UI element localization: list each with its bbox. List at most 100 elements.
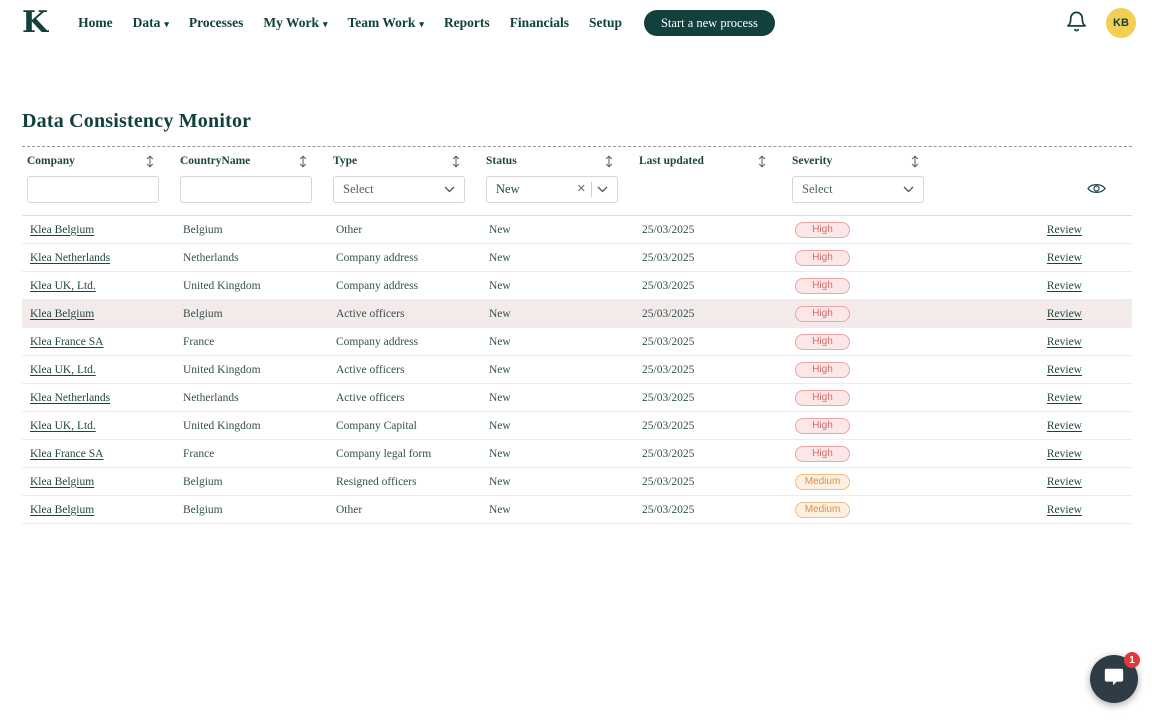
review-link[interactable]: Review (1047, 280, 1082, 292)
review-link[interactable]: Review (1047, 420, 1082, 432)
avatar[interactable]: KB (1106, 8, 1136, 38)
column-header-label: Type (333, 155, 357, 167)
company-link[interactable]: Klea UK, Ltd. (30, 280, 96, 292)
review-link[interactable]: Review (1047, 252, 1082, 264)
country-cell: Belgium (180, 504, 333, 516)
severity-badge: High (795, 390, 850, 406)
sort-icon[interactable] (758, 155, 766, 168)
severity-badge: High (795, 418, 850, 434)
company-link[interactable]: Klea France SA (30, 448, 103, 460)
sort-icon[interactable] (911, 155, 919, 168)
chat-launcher-button[interactable]: 1 (1090, 655, 1138, 703)
table-row: Klea Belgium Belgium Resigned officers N… (22, 468, 1132, 496)
review-link[interactable]: Review (1047, 448, 1082, 460)
table-filter-row: Select New ✕ Select (22, 175, 1132, 215)
column-header-label: CountryName (180, 155, 250, 167)
review-link[interactable]: Review (1047, 308, 1082, 320)
status-filter-select[interactable]: New ✕ (486, 176, 618, 203)
company-link[interactable]: Klea UK, Ltd. (30, 364, 96, 376)
unread-count-badge: 1 (1124, 652, 1140, 668)
nav-item-reports[interactable]: Reports (444, 15, 490, 31)
table-row: Klea France SA France Company address Ne… (22, 328, 1132, 356)
country-cell: Belgium (180, 308, 333, 320)
last-updated-cell: 25/03/2025 (639, 448, 792, 460)
country-cell: Belgium (180, 476, 333, 488)
table-row: Klea Netherlands Netherlands Company add… (22, 244, 1132, 272)
nav-item-label: Setup (589, 15, 622, 31)
review-link[interactable]: Review (1047, 476, 1082, 488)
sort-icon[interactable] (452, 155, 460, 168)
column-header-company: Company (27, 155, 180, 168)
chevron-down-icon: ▾ (164, 20, 169, 29)
company-link[interactable]: Klea Netherlands (30, 392, 110, 404)
type-cell: Company Capital (333, 420, 486, 432)
nav-item-label: Reports (444, 15, 490, 31)
company-link[interactable]: Klea Belgium (30, 308, 94, 320)
status-cell: New (486, 280, 639, 292)
nav-item-my-work[interactable]: My Work ▾ (263, 15, 327, 31)
column-header-last-updated: Last updated (639, 155, 792, 168)
clear-filter-icon[interactable]: ✕ (577, 184, 586, 195)
company-link[interactable]: Klea France SA (30, 336, 103, 348)
klea-logo[interactable]: K (22, 8, 48, 38)
country-filter-input[interactable] (180, 176, 312, 203)
nav-item-setup[interactable]: Setup (589, 15, 622, 31)
notifications-button[interactable] (1065, 10, 1088, 37)
nav-item-label: My Work (263, 15, 319, 31)
country-cell: Belgium (180, 224, 333, 236)
severity-badge: High (795, 250, 850, 266)
column-header-label: Company (27, 155, 75, 167)
table-row: Klea Belgium Belgium Active officers New… (22, 300, 1132, 328)
last-updated-cell: 25/03/2025 (639, 476, 792, 488)
review-link[interactable]: Review (1047, 224, 1082, 236)
eye-icon (1087, 182, 1106, 198)
review-link[interactable]: Review (1047, 336, 1082, 348)
sort-icon[interactable] (605, 155, 613, 168)
type-cell: Active officers (333, 308, 486, 320)
review-link[interactable]: Review (1047, 392, 1082, 404)
status-cell: New (486, 224, 639, 236)
nav-item-team-work[interactable]: Team Work ▾ (348, 15, 424, 31)
country-cell: France (180, 336, 333, 348)
status-filter-value: New (496, 182, 572, 197)
severity-badge: Medium (795, 502, 850, 518)
nav-item-financials[interactable]: Financials (510, 15, 569, 31)
type-filter-select[interactable]: Select (333, 176, 465, 203)
country-cell: Netherlands (180, 252, 333, 264)
table-row: Klea Belgium Belgium Other New 25/03/202… (22, 216, 1132, 244)
company-link[interactable]: Klea UK, Ltd. (30, 420, 96, 432)
nav-item-data[interactable]: Data ▾ (133, 15, 169, 31)
nav-right: KB (1065, 8, 1136, 38)
column-header-status: Status (486, 155, 639, 168)
toggle-visibility-button[interactable] (1087, 182, 1106, 198)
severity-filter-select[interactable]: Select (792, 176, 924, 203)
last-updated-cell: 25/03/2025 (639, 364, 792, 376)
review-link[interactable]: Review (1047, 364, 1082, 376)
review-link[interactable]: Review (1047, 504, 1082, 516)
sort-icon[interactable] (299, 155, 307, 168)
status-cell: New (486, 392, 639, 404)
severity-badge: High (795, 222, 850, 238)
severity-badge: Medium (795, 474, 850, 490)
nav-item-home[interactable]: Home (78, 15, 113, 31)
top-navbar: K Home Data ▾ Processes My Work ▾ Team W… (0, 0, 1152, 46)
column-header-type: Type (333, 155, 486, 168)
chevron-down-icon (597, 186, 608, 193)
severity-filter-value: Select (802, 182, 898, 197)
company-link[interactable]: Klea Netherlands (30, 252, 110, 264)
company-link[interactable]: Klea Belgium (30, 504, 94, 516)
nav-item-processes[interactable]: Processes (189, 15, 243, 31)
severity-badge: High (795, 306, 850, 322)
company-filter-input[interactable] (27, 176, 159, 203)
last-updated-cell: 25/03/2025 (639, 224, 792, 236)
column-header-label: Status (486, 155, 517, 167)
company-link[interactable]: Klea Belgium (30, 476, 94, 488)
last-updated-cell: 25/03/2025 (639, 252, 792, 264)
start-new-process-button[interactable]: Start a new process (644, 10, 775, 36)
sort-icon[interactable] (146, 155, 154, 168)
company-link[interactable]: Klea Belgium (30, 224, 94, 236)
type-cell: Resigned officers (333, 476, 486, 488)
last-updated-cell: 25/03/2025 (639, 336, 792, 348)
bell-icon (1065, 10, 1088, 37)
table-body: Klea Belgium Belgium Other New 25/03/202… (22, 215, 1132, 524)
